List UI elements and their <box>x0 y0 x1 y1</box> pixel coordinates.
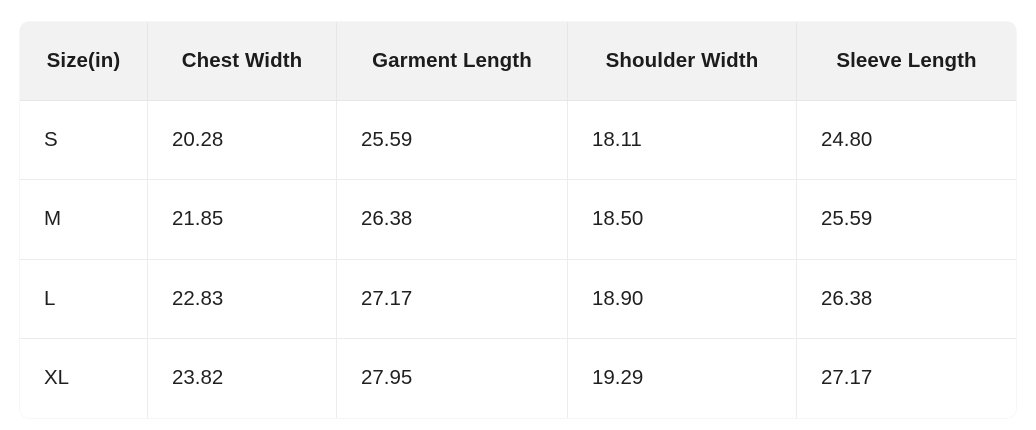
cell-chest-width: 20.28 <box>148 101 337 181</box>
table-row: L 22.83 27.17 18.90 26.38 <box>20 259 1016 339</box>
table-row: M 21.85 26.38 18.50 25.59 <box>20 180 1016 260</box>
cell-sleeve-length: 25.59 <box>797 180 1016 260</box>
cell-garment-length: 27.95 <box>337 338 568 418</box>
table-body: S 20.28 25.59 18.11 24.80 M 21.85 26.38 … <box>20 101 1016 418</box>
column-header-shoulder-width: Shoulder Width <box>568 22 797 101</box>
cell-sleeve-length: 27.17 <box>797 338 1016 418</box>
table-header-row: Size(in) Chest Width Garment Length Shou… <box>20 22 1016 101</box>
cell-chest-width: 21.85 <box>148 180 337 260</box>
table-row: S 20.28 25.59 18.11 24.80 <box>20 101 1016 181</box>
column-header-garment-length: Garment Length <box>337 22 568 101</box>
size-chart-container: Size(in) Chest Width Garment Length Shou… <box>20 22 1016 418</box>
cell-shoulder-width: 18.11 <box>568 101 797 181</box>
cell-size: XL <box>20 338 148 418</box>
column-header-chest-width: Chest Width <box>148 22 337 101</box>
cell-size: L <box>20 259 148 339</box>
cell-garment-length: 27.17 <box>337 259 568 339</box>
table-header: Size(in) Chest Width Garment Length Shou… <box>20 22 1016 101</box>
cell-chest-width: 23.82 <box>148 338 337 418</box>
cell-size: M <box>20 180 148 260</box>
cell-size: S <box>20 101 148 181</box>
column-header-sleeve-length: Sleeve Length <box>797 22 1016 101</box>
column-header-size: Size(in) <box>20 22 148 101</box>
cell-shoulder-width: 19.29 <box>568 338 797 418</box>
cell-shoulder-width: 18.90 <box>568 259 797 339</box>
table-row: XL 23.82 27.95 19.29 27.17 <box>20 338 1016 418</box>
cell-chest-width: 22.83 <box>148 259 337 339</box>
cell-sleeve-length: 26.38 <box>797 259 1016 339</box>
cell-garment-length: 26.38 <box>337 180 568 260</box>
cell-garment-length: 25.59 <box>337 101 568 181</box>
cell-shoulder-width: 18.50 <box>568 180 797 260</box>
size-chart-table: Size(in) Chest Width Garment Length Shou… <box>20 22 1016 418</box>
cell-sleeve-length: 24.80 <box>797 101 1016 181</box>
